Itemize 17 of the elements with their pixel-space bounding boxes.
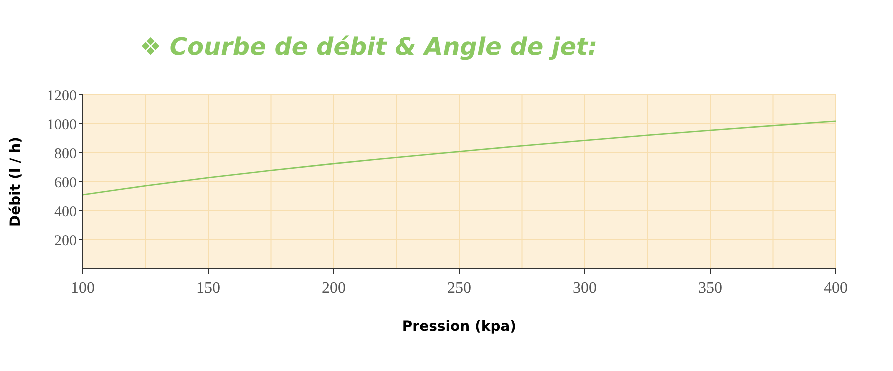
y-tick-label: 200: [54, 233, 77, 250]
x-tick-label: 350: [698, 280, 722, 297]
y-tick-label: 1200: [47, 88, 77, 104]
line-series: [82, 120, 837, 196]
x-tick-label: 100: [71, 280, 95, 297]
x-tick-label: 300: [573, 280, 597, 297]
y-tick-label: 1000: [47, 117, 77, 134]
y-tick-label: 600: [54, 175, 77, 192]
x-tick-label: 200: [322, 280, 346, 297]
y-axis-title: Débit (l / h): [8, 137, 24, 227]
x-axis-title: Pression (kpa): [402, 319, 517, 335]
x-tick-label: 250: [448, 280, 472, 297]
x-tick-label: 150: [196, 280, 220, 297]
chart-title: ❖ Courbe de débit & Angle de jet:: [140, 33, 598, 61]
y-tick-label: 800: [54, 146, 77, 162]
y-tick-label: 400: [54, 204, 77, 220]
x-tick-label: 400: [824, 280, 848, 297]
